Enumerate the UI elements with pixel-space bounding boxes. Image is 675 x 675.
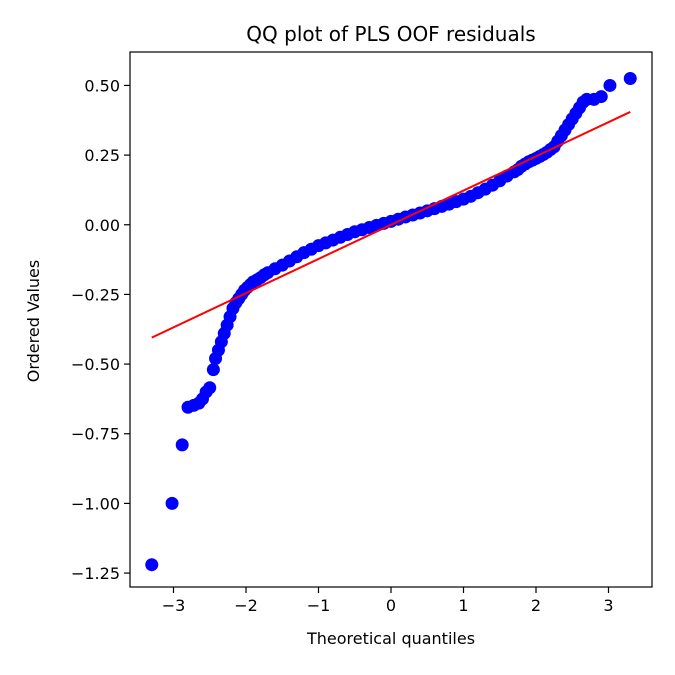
y-tick-label: 0.50: [84, 76, 120, 95]
fit-line: [151, 111, 631, 339]
y-tick-label: 0.00: [84, 216, 120, 235]
data-point: [594, 90, 608, 104]
x-tick-label: 1: [458, 596, 468, 615]
data-point: [623, 71, 637, 85]
x-axis-label: Theoretical quantiles: [306, 629, 475, 648]
y-tick-label: −0.25: [71, 285, 120, 304]
data-point: [603, 78, 617, 92]
x-tick-label: 0: [386, 596, 396, 615]
x-tick-label: −2: [234, 596, 258, 615]
data-point: [175, 438, 189, 452]
x-tick-label: −3: [162, 596, 186, 615]
y-axis-label: Ordered Values: [24, 260, 43, 382]
plot-frame: [129, 51, 653, 588]
chart-title: QQ plot of PLS OOF residuals: [246, 22, 535, 46]
x-tick-label: 3: [603, 596, 613, 615]
y-tick-label: −1.25: [71, 564, 120, 583]
data-point: [203, 381, 217, 395]
y-tick-label: −0.50: [71, 355, 120, 374]
data-point: [145, 558, 159, 572]
y-tick-label: −1.00: [71, 494, 120, 513]
data-point: [165, 496, 179, 510]
data-point: [206, 363, 220, 377]
y-tick-label: −0.75: [71, 425, 120, 444]
x-tick-label: −1: [307, 596, 331, 615]
x-tick-label: 2: [531, 596, 541, 615]
y-tick-label: 0.25: [84, 146, 120, 165]
